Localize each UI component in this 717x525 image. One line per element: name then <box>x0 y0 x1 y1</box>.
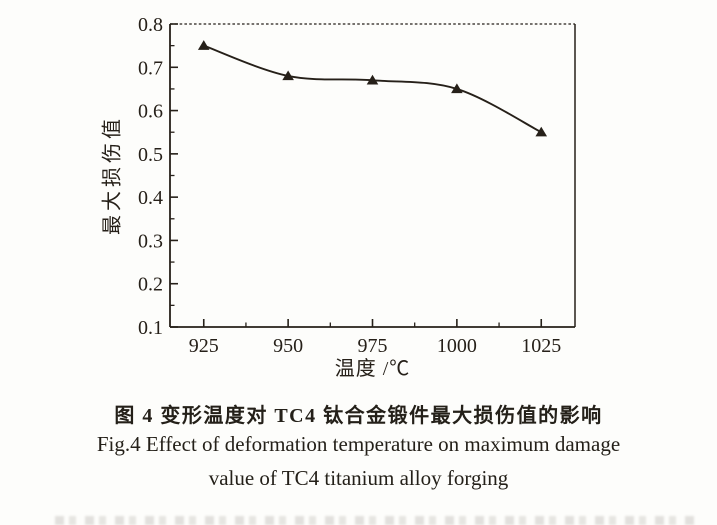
line-chart: 925 950 975 1000 1025 0.1 0.2 0.3 0.4 0.5 0.6 0.7 0.… <box>138 14 576 357</box>
x-tick-label: 1000 <box>437 335 477 357</box>
y-tick-label: 0.1 <box>138 317 163 339</box>
y-tick-label: 0.7 <box>138 57 163 79</box>
y-axis-title-text: 最大损伤值 <box>101 115 124 235</box>
figure-caption-english-line1: Fig.4 Effect of deformation temperature … <box>96 432 621 456</box>
cropped-next-paragraph-artifact <box>55 516 695 525</box>
figure-caption-chinese: 图 4 变形温度对 TC4 钛合金锻件最大损伤值的影响 <box>114 405 603 427</box>
data-point-marker <box>535 126 548 137</box>
figure-caption-english-line2: value of TC4 titanium alloy forging <box>208 466 509 490</box>
y-tick-label: 0.5 <box>138 144 163 166</box>
y-tick-label: 0.3 <box>138 230 163 252</box>
x-tick-label: 925 <box>189 335 219 357</box>
x-axis-title: 温度 /℃ <box>170 352 575 381</box>
data-point-marker <box>451 83 463 94</box>
data-point-marker <box>197 40 210 50</box>
x-axis-title-text: 温度 /℃ <box>334 358 411 380</box>
y-tick-label: 0.2 <box>138 274 163 296</box>
y-tick-label: 0.6 <box>138 101 163 123</box>
data-point-marker <box>366 74 379 85</box>
data-line <box>203 44 542 134</box>
x-tick-label: 950 <box>273 335 303 357</box>
data-point-marker <box>282 70 294 81</box>
x-tick-label: 1025 <box>521 335 561 357</box>
x-tick-label: 975 <box>358 335 388 357</box>
y-tick-label: 0.4 <box>138 187 163 209</box>
y-tick-label: 0.8 <box>138 14 163 36</box>
chart-canvas: 925 950 975 1000 1025 0.1 0.2 0.3 0.4 0.5 0.6 0.7 0.… <box>138 14 576 357</box>
